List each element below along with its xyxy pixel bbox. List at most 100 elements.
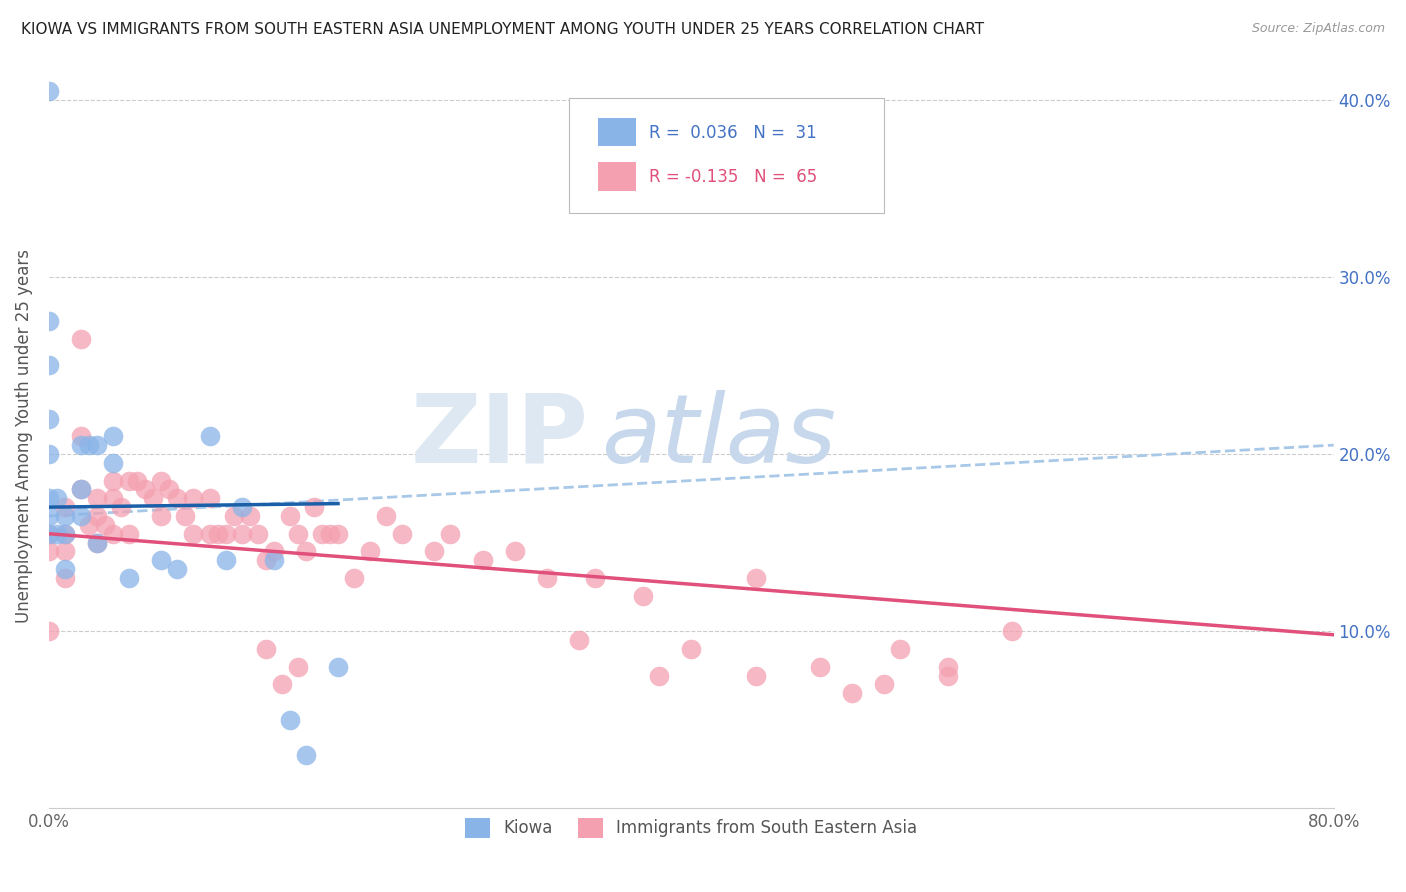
Point (110, 500, 132, 515)
Point (873, 677, 896, 691)
Point (263, 544, 285, 558)
Text: Source: ZipAtlas.com: Source: ZipAtlas.com (1251, 22, 1385, 36)
Point (808, 659, 831, 673)
Point (38, 411, 60, 425)
Point (302, 500, 325, 515)
Point (142, 491, 165, 506)
Point (536, 571, 558, 585)
Point (118, 526, 141, 541)
Point (118, 474, 141, 488)
Point (568, 633, 591, 648)
Point (263, 553, 285, 567)
Point (38, 624, 60, 639)
Point (254, 553, 277, 567)
Point (295, 544, 318, 558)
Point (231, 526, 253, 541)
Point (198, 526, 221, 541)
Point (118, 571, 141, 585)
Point (70, 483, 93, 497)
Point (86, 491, 108, 506)
Point (270, 677, 292, 691)
Point (38, 526, 60, 541)
Point (287, 526, 309, 541)
Point (174, 508, 197, 523)
Point (278, 713, 301, 727)
Point (359, 544, 381, 558)
Point (86, 535, 108, 549)
Point (150, 553, 173, 567)
Point (53, 526, 76, 541)
Point (183, 491, 205, 506)
Point (326, 659, 349, 673)
Point (38, 491, 60, 506)
Point (1001, 624, 1024, 639)
Point (53, 508, 76, 523)
Point (70, 438, 93, 452)
Point (391, 526, 413, 541)
Point (38, 314, 60, 328)
Point (53, 526, 76, 541)
Point (207, 526, 229, 541)
Point (103, 474, 125, 488)
Point (287, 659, 309, 673)
Point (183, 526, 205, 541)
Point (198, 429, 221, 443)
Point (46, 491, 69, 506)
Point (127, 474, 149, 488)
Point (503, 544, 526, 558)
Point (157, 483, 180, 497)
Point (103, 491, 125, 506)
Text: R =  0.036   N =  31: R = 0.036 N = 31 (650, 124, 817, 142)
FancyBboxPatch shape (569, 97, 884, 213)
Point (631, 589, 654, 603)
Point (46, 526, 69, 541)
Text: R = -0.135   N =  65: R = -0.135 N = 65 (650, 169, 817, 186)
Point (94, 517, 117, 532)
Point (86, 535, 108, 549)
Point (53, 571, 76, 585)
Point (295, 748, 318, 763)
Point (231, 500, 253, 515)
Point (841, 686, 863, 700)
Point (103, 429, 125, 443)
Point (648, 668, 671, 682)
Text: atlas: atlas (602, 390, 837, 483)
Point (150, 474, 173, 488)
Point (343, 571, 366, 585)
Point (103, 526, 125, 541)
Point (936, 668, 959, 682)
Point (53, 500, 76, 515)
Point (38, 447, 60, 461)
Point (70, 332, 93, 346)
Point (166, 491, 188, 506)
Bar (598, 162, 636, 191)
Point (86, 508, 108, 523)
Point (38, 359, 60, 373)
Legend: Kiowa, Immigrants from South Eastern Asia: Kiowa, Immigrants from South Eastern Asi… (458, 811, 924, 845)
Point (889, 642, 911, 657)
Point (38, 526, 60, 541)
Point (423, 544, 446, 558)
Point (214, 553, 236, 567)
Point (239, 508, 262, 523)
Point (375, 508, 398, 523)
Point (38, 84, 60, 98)
Point (198, 491, 221, 506)
Point (214, 526, 236, 541)
Point (222, 508, 245, 523)
Point (681, 642, 703, 657)
Y-axis label: Unemployment Among Youth under 25 years: Unemployment Among Youth under 25 years (15, 249, 32, 624)
Point (70, 483, 93, 497)
Point (278, 508, 301, 523)
Point (311, 526, 333, 541)
Point (38, 508, 60, 523)
Point (38, 544, 60, 558)
Point (936, 659, 959, 673)
Point (326, 526, 349, 541)
Point (77, 438, 100, 452)
Text: KIOWA VS IMMIGRANTS FROM SOUTH EASTERN ASIA UNEMPLOYMENT AMONG YOUTH UNDER 25 YE: KIOWA VS IMMIGRANTS FROM SOUTH EASTERN A… (21, 22, 984, 37)
Point (471, 553, 494, 567)
Text: ZIP: ZIP (411, 390, 589, 483)
Point (134, 483, 156, 497)
Point (70, 429, 93, 443)
